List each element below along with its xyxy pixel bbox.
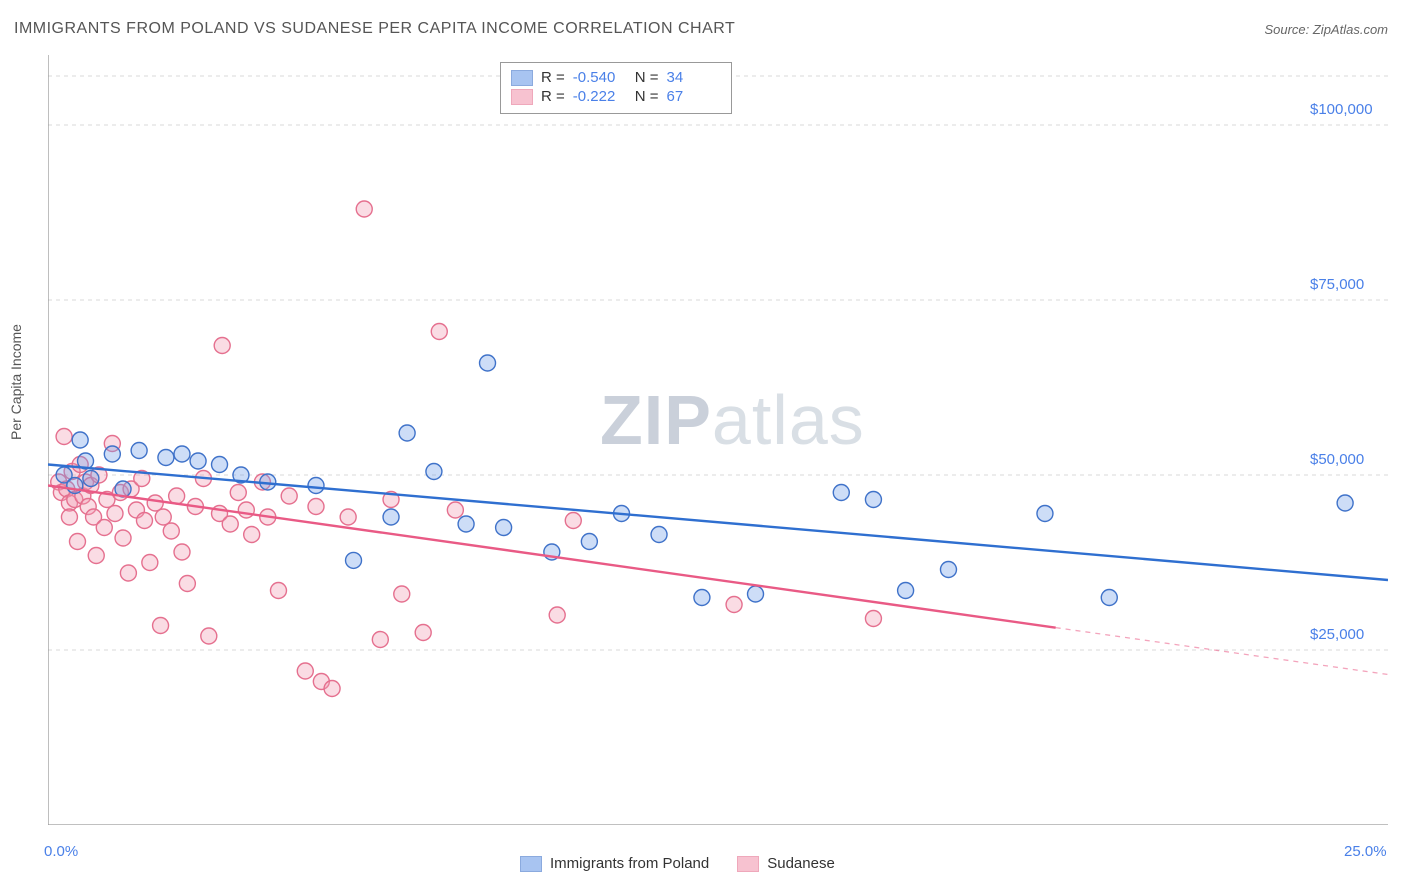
series-name-1: Sudanese [767,855,835,872]
correlation-chart: IMMIGRANTS FROM POLAND VS SUDANESE PER C… [0,0,1406,892]
y-tick-label: $50,000 [1310,451,1364,468]
legend-item-1: Sudanese [737,855,835,872]
plot-area [48,55,1388,825]
series-name-0: Immigrants from Poland [550,855,709,872]
swatch-series-1 [511,89,533,105]
x-tick-label: 25.0% [1344,843,1387,860]
y-tick-label: $25,000 [1310,626,1364,643]
n-label: N = [635,69,659,86]
swatch-series-1 [737,856,759,872]
y-tick-label: $100,000 [1310,101,1373,118]
stats-row-series-1: R = -0.222 N = 67 [511,88,721,105]
n-value-1: 67 [667,88,721,105]
swatch-series-0 [520,856,542,872]
stats-legend: R = -0.540 N = 34 R = -0.222 N = 67 [500,62,732,114]
x-tick-label: 0.0% [44,843,78,860]
r-label: R = [541,88,565,105]
r-value-0: -0.540 [573,69,627,86]
r-label: R = [541,69,565,86]
stats-row-series-0: R = -0.540 N = 34 [511,69,721,86]
n-value-0: 34 [667,69,721,86]
legend-item-0: Immigrants from Poland [520,855,709,872]
chart-title: IMMIGRANTS FROM POLAND VS SUDANESE PER C… [14,20,735,38]
r-value-1: -0.222 [573,88,627,105]
y-axis-label: Per Capita Income [8,324,24,440]
swatch-series-0 [511,70,533,86]
source-attribution: Source: ZipAtlas.com [1264,22,1388,37]
y-tick-label: $75,000 [1310,276,1364,293]
series-legend: Immigrants from Poland Sudanese [520,855,835,872]
n-label: N = [635,88,659,105]
